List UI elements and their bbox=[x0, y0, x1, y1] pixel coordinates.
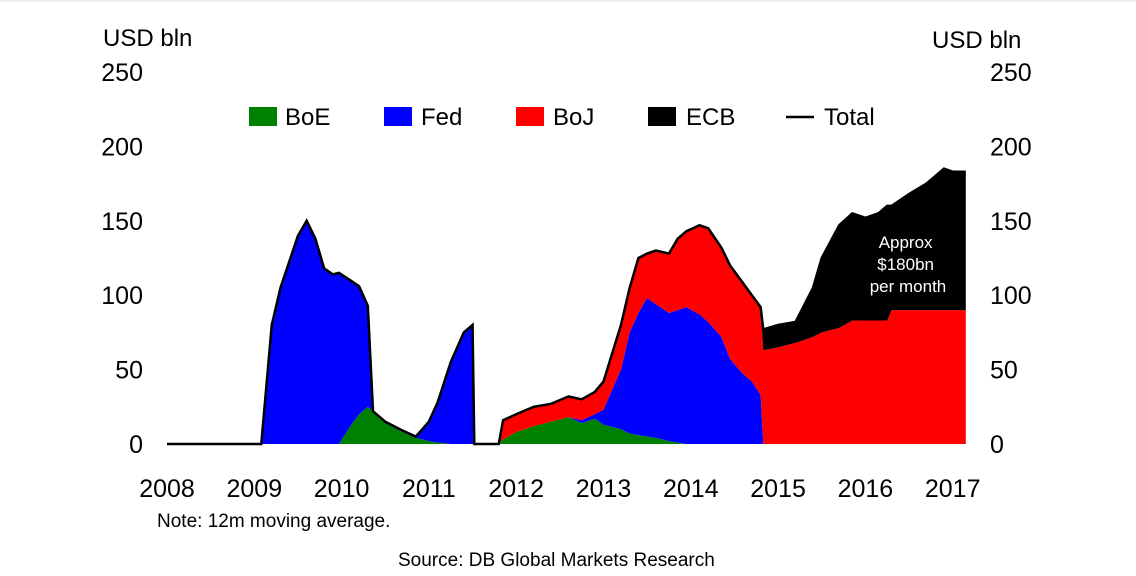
annotation-line-1: Approx bbox=[879, 233, 933, 252]
y-tick-right: 50 bbox=[990, 357, 1018, 385]
annotation: Approx $180bn per month bbox=[870, 233, 947, 296]
y-ticks-right: 0 50 100 150 200 250 bbox=[990, 59, 1032, 459]
y-tick-right: 250 bbox=[990, 59, 1032, 87]
note: Note: 12m moving average. bbox=[157, 511, 390, 532]
y-tick-left: 200 bbox=[101, 133, 143, 161]
x-tick: 2011 bbox=[402, 475, 456, 503]
y-tick-left: 250 bbox=[101, 59, 143, 87]
area-boe bbox=[167, 406, 966, 444]
y-tick-right: 150 bbox=[990, 208, 1032, 236]
annotation-line-3: per month bbox=[870, 277, 947, 296]
y-tick-right: 0 bbox=[990, 431, 1004, 459]
area-fed bbox=[167, 220, 966, 444]
x-tick: 2015 bbox=[750, 475, 806, 503]
y-tick-left: 150 bbox=[101, 208, 143, 236]
annotation-line-2: $180bn bbox=[877, 255, 934, 274]
y-ticks-left: 0 50 100 150 200 250 bbox=[101, 59, 143, 459]
total-line bbox=[167, 167, 966, 446]
x-ticks: 2008 2009 2010 2011 2012 2013 2014 2015 2016 2017 bbox=[139, 475, 980, 503]
y-tick-left: 50 bbox=[115, 357, 143, 385]
y-axis-label-left: USD bln bbox=[103, 25, 192, 52]
legend-swatch-boj bbox=[516, 107, 544, 126]
y-tick-right: 200 bbox=[990, 133, 1032, 161]
legend-swatch-ecb bbox=[648, 107, 676, 126]
legend-label-total: Total bbox=[824, 104, 875, 131]
legend-label-ecb: ECB bbox=[686, 104, 735, 131]
legend: BoE Fed BoJ ECB Total bbox=[249, 104, 875, 131]
legend-label-boj: BoJ bbox=[553, 104, 594, 131]
y-axis-label-right: USD bln bbox=[932, 27, 1021, 54]
area-boj bbox=[167, 220, 966, 444]
x-tick: 2009 bbox=[226, 475, 282, 503]
legend-swatch-fed bbox=[384, 107, 412, 126]
legend-swatch-boe bbox=[249, 107, 277, 126]
x-tick: 2012 bbox=[488, 475, 544, 503]
x-tick: 2008 bbox=[139, 475, 195, 503]
legend-label-boe: BoE bbox=[285, 104, 330, 131]
y-tick-left: 100 bbox=[101, 282, 143, 310]
y-tick-right: 100 bbox=[990, 282, 1032, 310]
source: Source: DB Global Markets Research bbox=[398, 550, 715, 571]
y-tick-left: 0 bbox=[129, 431, 143, 459]
x-tick: 2014 bbox=[663, 475, 719, 503]
x-tick: 2017 bbox=[925, 475, 981, 503]
area-ecb bbox=[167, 168, 966, 444]
x-tick: 2016 bbox=[838, 475, 894, 503]
x-tick: 2013 bbox=[576, 475, 632, 503]
x-tick: 2010 bbox=[314, 475, 370, 503]
legend-label-fed: Fed bbox=[421, 104, 462, 131]
areas bbox=[167, 168, 966, 444]
